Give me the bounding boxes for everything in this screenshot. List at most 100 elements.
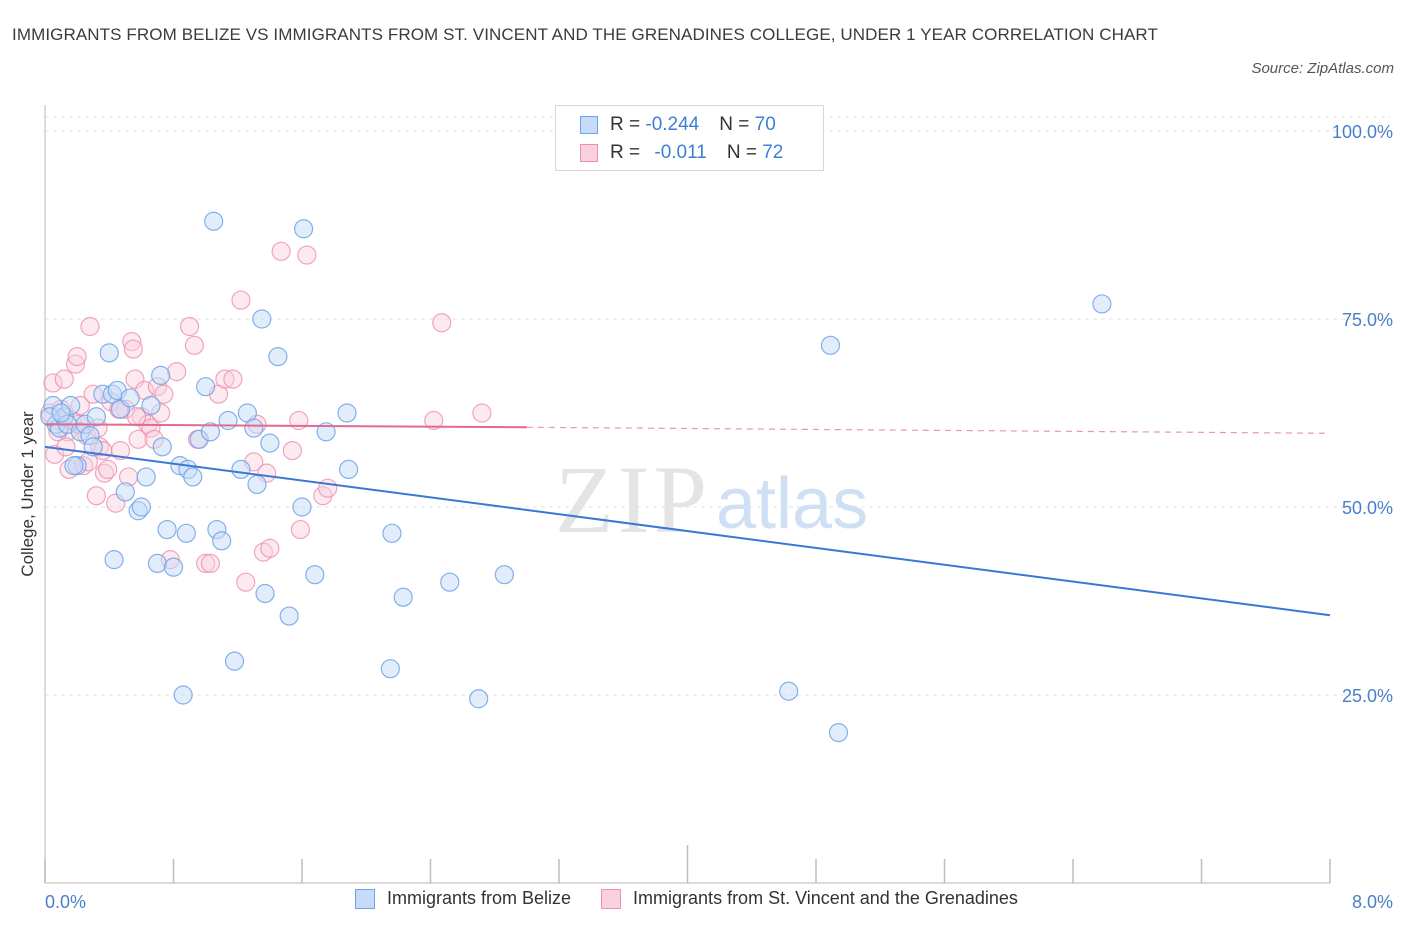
point-belize-44 xyxy=(252,309,272,329)
point-svg-1 xyxy=(43,373,63,393)
point-svg-47 xyxy=(231,290,251,310)
point-belize-68 xyxy=(83,437,103,457)
point-svg-38 xyxy=(167,362,187,382)
point-belize-69 xyxy=(104,550,124,570)
point-belize-33 xyxy=(196,377,216,397)
point-belize-54 xyxy=(338,459,359,479)
legend-swatch-belize xyxy=(580,116,598,134)
point-svg-14 xyxy=(80,316,100,337)
y-tick-label-100: 100.0% xyxy=(1332,122,1393,142)
source-label: Source: ZipAtlas.com xyxy=(1251,60,1394,77)
point-svg-60 xyxy=(318,478,338,498)
point-svg-53 xyxy=(260,538,280,558)
legend-belize-n-value: 70 xyxy=(754,114,776,135)
point-belize-52 xyxy=(316,422,336,442)
point-belize-26 xyxy=(163,557,184,577)
point-belize-50 xyxy=(294,219,314,239)
trend-line-svg xyxy=(44,423,527,429)
y-tick-label-75: 75.0% xyxy=(1342,310,1393,330)
series-legend: Immigrants from Belize Immigrants from S… xyxy=(355,888,1048,909)
legend-belize-n-label: N = xyxy=(719,114,755,135)
legend-belize-r-label: R = xyxy=(610,114,646,135)
point-belize-55 xyxy=(380,659,400,679)
point-svg-48 xyxy=(236,572,256,592)
point-svg-23 xyxy=(110,441,131,461)
x-tick-label-min: 0.0% xyxy=(45,892,86,912)
legend-item-svg[interactable]: Immigrants from St. Vincent and the Gren… xyxy=(601,888,1018,909)
y-tick-labels: 25.0% 50.0% 75.0% 100.0% xyxy=(1332,122,1393,706)
point-belize-43 xyxy=(247,474,267,495)
point-belize-19 xyxy=(131,497,151,517)
point-svg-40 xyxy=(184,335,204,355)
point-svg-43 xyxy=(200,553,221,574)
point-svg-63 xyxy=(472,403,492,423)
point-svg-55 xyxy=(282,441,302,461)
point-belize-46 xyxy=(260,433,280,453)
series-svg-points xyxy=(40,241,492,592)
legend-item-label-belize: Immigrants from Belize xyxy=(387,888,572,908)
trend-line-belize xyxy=(44,445,1331,617)
axes xyxy=(44,105,1331,884)
legend-svg-r-label: R = xyxy=(610,142,646,163)
point-belize-24 xyxy=(152,437,172,457)
legend-item-swatch-belize xyxy=(355,888,375,909)
point-belize-42 xyxy=(244,418,264,438)
point-svg-19 xyxy=(94,463,115,483)
point-belize-12 xyxy=(99,343,119,363)
point-svg-2 xyxy=(45,444,65,464)
watermark: ZIP atlas xyxy=(555,446,868,553)
point-belize-53 xyxy=(337,403,357,423)
point-svg-54 xyxy=(271,241,291,261)
y-tick-label-25: 25.0% xyxy=(1342,686,1393,706)
point-belize-29 xyxy=(176,523,196,543)
point-belize-17 xyxy=(120,388,140,408)
point-svg-27 xyxy=(123,339,143,359)
point-belize-60 xyxy=(494,565,514,585)
point-belize-57 xyxy=(393,587,413,607)
legend-item-belize[interactable]: Immigrants from Belize xyxy=(355,888,571,909)
point-svg-65 xyxy=(56,437,76,457)
point-belize-20 xyxy=(136,467,156,487)
point-belize-25 xyxy=(157,519,177,540)
point-belize-40 xyxy=(231,459,251,479)
legend-row-svg: R = -0.011 N = 72 xyxy=(580,140,783,166)
chart-title: IMMIGRANTS FROM BELIZE VS IMMIGRANTS FRO… xyxy=(12,25,1158,44)
correlation-legend: R = -0.244 N = 70 R = -0.011 N = 72 xyxy=(555,105,824,171)
point-svg-58 xyxy=(297,245,317,265)
point-svg-26 xyxy=(122,331,142,352)
x-tick-label-max: 8.0% xyxy=(1352,892,1393,912)
legend-belize-r-value: -0.244 xyxy=(645,114,700,135)
point-belize-47 xyxy=(268,347,288,367)
point-belize-21 xyxy=(141,395,161,416)
point-svg-57 xyxy=(290,519,310,540)
point-svg-36 xyxy=(154,384,174,404)
point-belize-10 xyxy=(86,407,107,427)
point-belize-49 xyxy=(292,497,312,517)
point-belize-62 xyxy=(820,335,841,355)
point-svg-46 xyxy=(223,369,243,389)
point-belize-28 xyxy=(173,685,193,705)
point-belize-34 xyxy=(200,422,221,442)
point-belize-51 xyxy=(305,565,325,585)
point-belize-23 xyxy=(151,365,171,385)
point-belize-16 xyxy=(115,482,135,502)
point-svg-33 xyxy=(141,418,161,438)
series-belize-points xyxy=(40,211,1112,743)
point-belize-66 xyxy=(51,403,71,423)
legend-svg-r-value: -0.011 xyxy=(654,142,707,163)
point-belize-59 xyxy=(469,689,489,709)
point-belize-35 xyxy=(204,211,224,231)
point-svg-42 xyxy=(196,553,216,574)
point-belize-22 xyxy=(147,553,168,574)
point-svg-20 xyxy=(98,459,118,479)
point-svg-9 xyxy=(65,354,86,374)
legend-svg-n-label: N = xyxy=(726,142,763,163)
watermark-zip: ZIP xyxy=(555,446,711,553)
point-svg-10 xyxy=(67,347,87,367)
point-belize-67 xyxy=(64,456,84,476)
point-belize-48 xyxy=(279,606,299,626)
trend-line-svg-extension xyxy=(526,426,1331,434)
point-belize-58 xyxy=(440,572,460,592)
legend-svg-n-value: 72 xyxy=(762,142,784,163)
